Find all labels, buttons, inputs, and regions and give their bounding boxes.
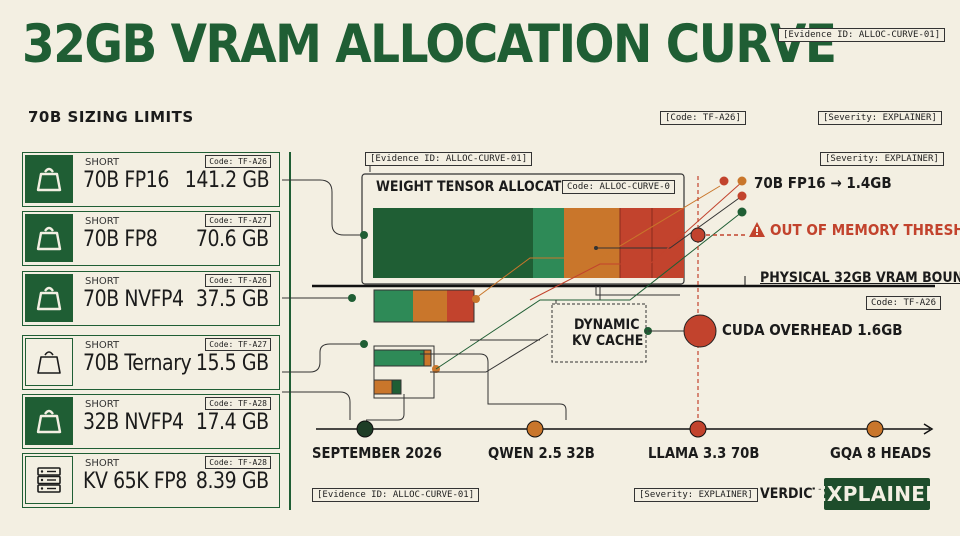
card-name: 70B Ternary [83,351,192,376]
card-code: Code: TF-A28 [205,456,271,469]
timeline-label: GQA 8 HEADS [830,444,932,462]
weight-outline-icon [25,338,73,386]
weight-icon [25,155,73,203]
warning-icon [749,222,765,237]
card-name: 70B FP16 [83,168,169,193]
footer-evidence-tag: [Evidence ID: ALLOC-CURVE-01] [312,488,480,502]
card-value: 37.5 GB [196,287,269,312]
kv-cache-label-1: DYNAMIC [574,317,640,333]
card-code: Code: TF-A26 [205,155,271,168]
model-card[interactable]: SHORT Code: TF-A27 70B Ternary 15.5 GB [22,335,280,390]
kv-cache-label-2: KV CACHE [572,333,644,349]
diagram-evidence-tag: [Evidence ID: ALLOC-CURVE-01] [365,152,533,166]
diagram-severity-tag: [Severity: EXPLAINER] [820,152,944,166]
card-name: 70B FP8 [83,227,158,252]
card-short: SHORT [85,399,120,410]
server-icon [25,456,73,504]
oom-label: OUT OF MEMORY THRESHOLD [770,221,960,239]
evidence-tag: [Evidence ID: ALLOC-CURVE-01] [778,28,946,42]
card-value: 8.39 GB [196,469,269,494]
card-short: SHORT [85,216,120,227]
cuda-overhead-label: CUDA OVERHEAD 1.6GB [722,321,903,339]
card-value: 15.5 GB [196,351,269,376]
card-name: KV 65K FP8 [83,469,187,494]
card-name: 32B NVFP4 [83,410,184,435]
card-value: 141.2 GB [184,168,270,193]
code-tag: [Code: TF-A26] [660,111,746,125]
box-title: WEIGHT TENSOR ALLOCATION [376,179,588,195]
box-code-tag: Code: ALLOC-CURVE-0 [562,180,675,194]
weight-icon [25,397,73,445]
fp16-label: 70B FP16 → 1.4GB [754,174,892,192]
severity-tag: [Severity: EXPLAINER] [818,111,942,125]
card-code: Code: TF-A27 [205,214,271,227]
model-card[interactable]: SHORT Code: TF-A26 70B NVFP4 37.5 GB [22,271,280,326]
verdict-badge: EXPLAINER [813,478,941,510]
model-card[interactable]: SHORT Code: TF-A28 32B NVFP4 17.4 GB [22,394,280,449]
verdict-label: VERDICT [760,486,822,502]
card-name: 70B NVFP4 [83,287,184,312]
weight-icon [25,274,73,322]
weight-icon [25,214,73,262]
timeline-label: SEPTEMBER 2026 [312,444,442,462]
card-short: SHORT [85,458,120,469]
timeline-label: QWEN 2.5 32B [488,444,595,462]
card-code: Code: TF-A27 [205,338,271,351]
card-short: SHORT [85,157,120,168]
card-value: 17.4 GB [196,410,269,435]
boundary-label: PHYSICAL 32GB VRAM BOUNDARY [760,270,960,286]
footer-severity-tag: [Severity: EXPLAINER] [634,488,758,502]
timeline-label: LLAMA 3.3 70B [648,444,760,462]
boundary-code-tag: Code: TF-A26 [866,296,942,310]
page-subtitle: 70B SIZING LIMITS [28,108,194,126]
model-card[interactable]: SHORT Code: TF-A28 KV 65K FP8 8.39 GB [22,453,280,508]
card-value: 70.6 GB [196,227,269,252]
model-card[interactable]: SHORT Code: TF-A26 70B FP16 141.2 GB [22,152,280,207]
model-card[interactable]: SHORT Code: TF-A27 70B FP8 70.6 GB [22,211,280,266]
card-short: SHORT [85,276,120,287]
card-code: Code: TF-A26 [205,274,271,287]
card-code: Code: TF-A28 [205,397,271,410]
page-title: 32GB VRAM ALLOCATION CURVE [22,14,837,76]
card-short: SHORT [85,340,120,351]
